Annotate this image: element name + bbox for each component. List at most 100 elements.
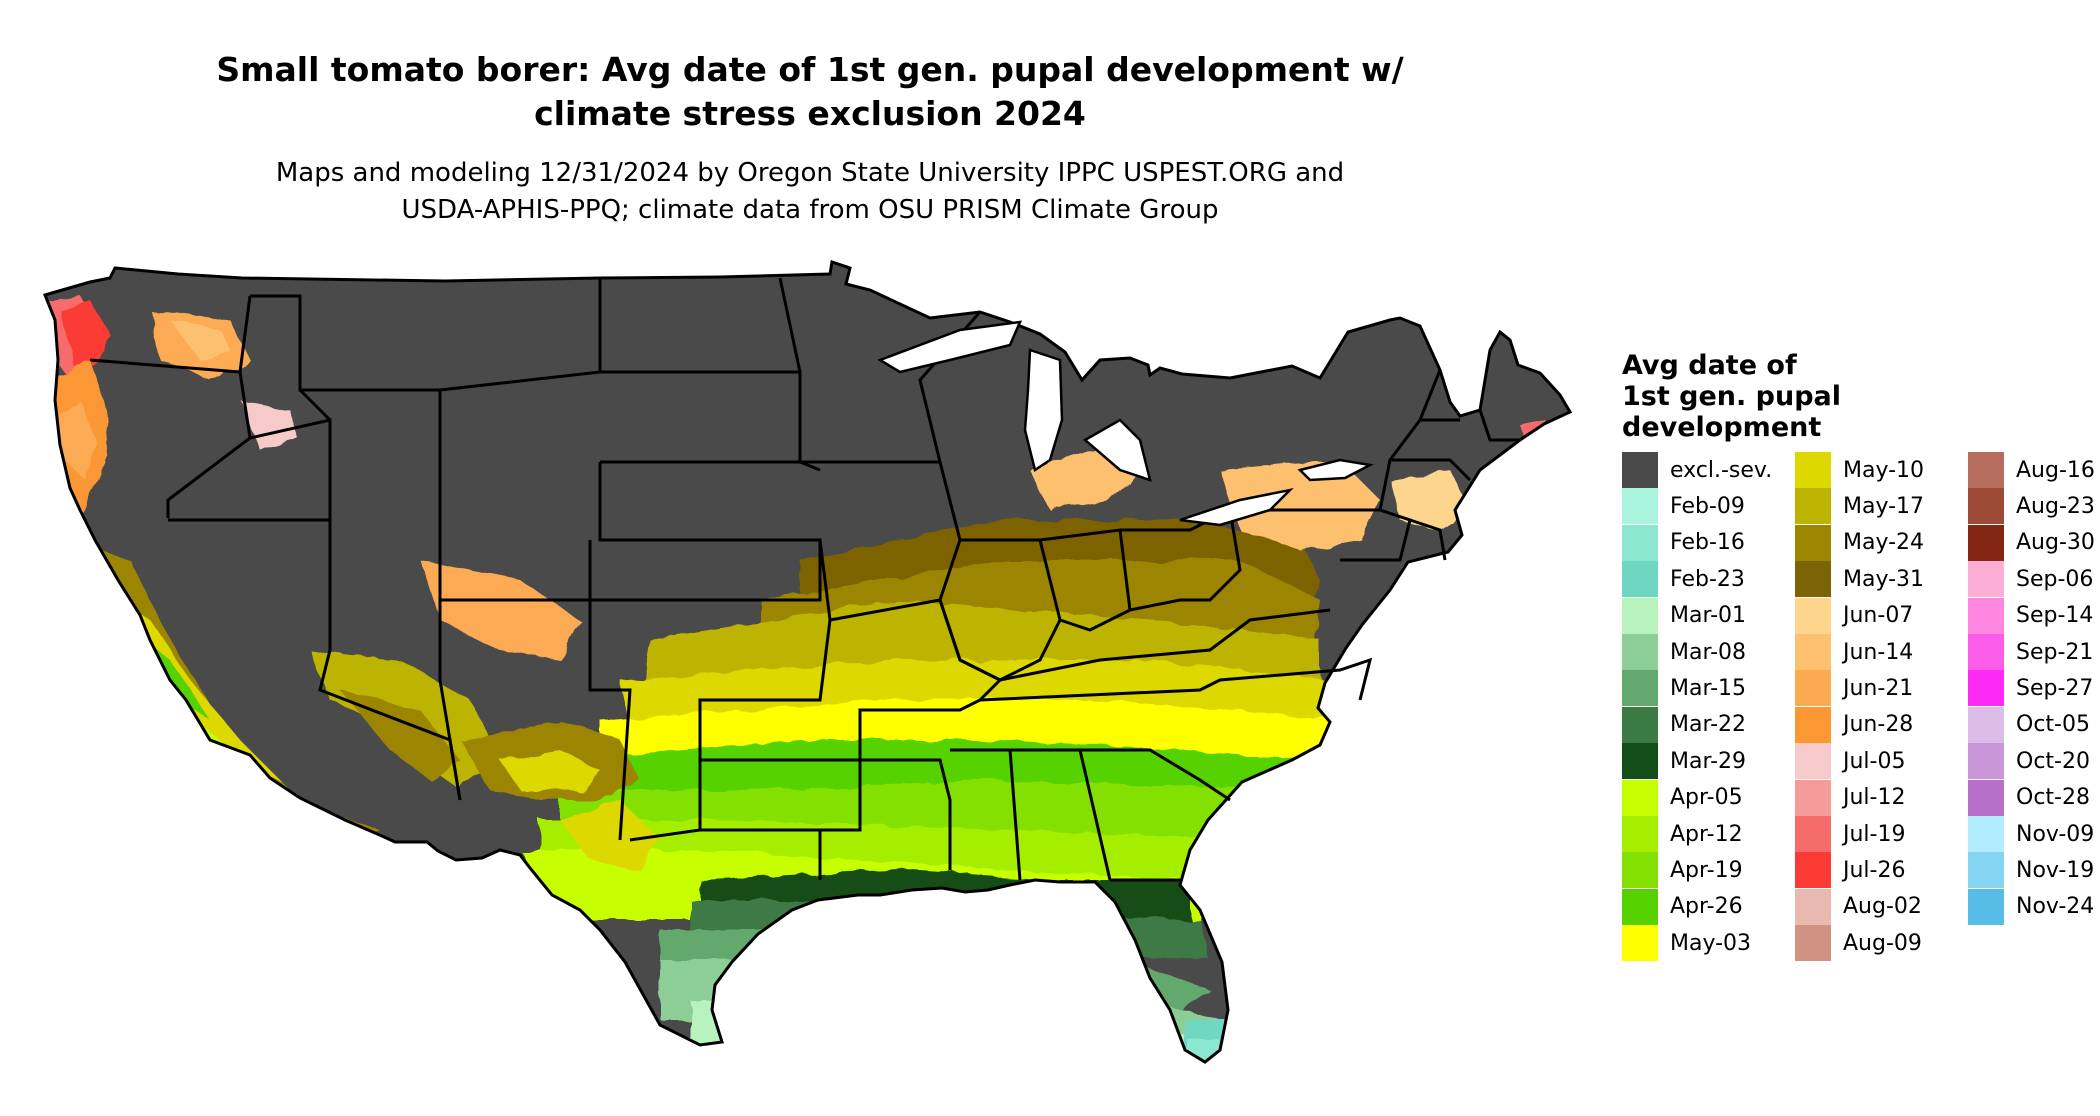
legend-label: May-31 (1843, 566, 1925, 592)
legend-item: Jun-14 (1795, 634, 1913, 670)
legend-label: May-17 (1843, 493, 1925, 519)
legend-title-line-3: development (1622, 412, 1822, 443)
legend-item: Aug-30 (1968, 524, 2095, 561)
legend-label: Apr-19 (1670, 857, 1743, 883)
legend-swatch (1968, 743, 2004, 780)
legend-swatch (1795, 779, 1831, 816)
legend-item: Sep-14 (1968, 597, 2093, 634)
legend-item: May-03 (1622, 925, 1752, 962)
legend-swatch (1622, 561, 1658, 598)
legend-item: Jun-21 (1795, 670, 1914, 707)
legend-swatch (1622, 925, 1658, 962)
legend-swatch (1795, 452, 1831, 488)
legend-item: Sep-06 (1968, 561, 2094, 598)
legend-swatch (1622, 488, 1658, 525)
legend-item: Nov-19 (1968, 852, 2094, 889)
legend-title-line-1: Avg date of (1622, 350, 1797, 381)
legend-label: Oct-28 (2016, 785, 2090, 811)
legend-label: Apr-05 (1670, 785, 1743, 811)
legend-swatch (1968, 488, 2004, 525)
legend-label: Sep-27 (2016, 675, 2094, 701)
legend-swatch (1795, 743, 1831, 780)
legend-item: Mar-08 (1622, 634, 1746, 670)
legend-label: Aug-16 (2016, 457, 2095, 483)
legend-label: Mar-08 (1670, 639, 1747, 665)
legend-swatch (1622, 670, 1658, 707)
legend-swatch (1968, 634, 2004, 670)
legend-label: Mar-29 (1670, 748, 1747, 774)
legend-swatch (1622, 597, 1658, 634)
legend-item: Feb-16 (1622, 524, 1745, 561)
legend-label: May-03 (1670, 930, 1752, 956)
legend-item: Mar-22 (1622, 706, 1747, 743)
legend-item: Jul-19 (1795, 816, 1905, 852)
legend-swatch (1795, 488, 1831, 525)
legend-label: Oct-05 (2016, 712, 2090, 738)
legend-label: Sep-06 (2016, 566, 2094, 592)
legend-label: Mar-01 (1670, 603, 1747, 629)
legend-title-line-2: 1st gen. pupal (1622, 381, 1842, 412)
legend-item: May-31 (1795, 561, 1925, 598)
legend-swatch (1968, 561, 2004, 598)
legend-item: May-24 (1795, 524, 1924, 561)
legend-swatch (1622, 779, 1658, 816)
legend-label: Jun-07 (1843, 603, 1914, 629)
legend-label: Feb-16 (1670, 530, 1745, 556)
map-subtitle: Maps and modeling 12/31/2024 by Oregon S… (0, 155, 1620, 229)
legend-swatch (1622, 852, 1658, 889)
legend-label: Feb-09 (1670, 493, 1745, 519)
legend-label: Aug-23 (2016, 493, 2095, 519)
legend-swatch (1622, 706, 1658, 743)
legend-swatch (1795, 561, 1831, 598)
legend-label: Jul-19 (1843, 821, 1906, 847)
legend-item: Jul-26 (1795, 852, 1906, 889)
great-lakes (877, 320, 1374, 527)
legend-swatch (1622, 452, 1658, 488)
legend-swatch (1622, 524, 1658, 561)
legend-label: Jul-26 (1843, 857, 1906, 883)
legend-item: Aug-23 (1968, 488, 2095, 525)
legend-label: Aug-09 (1843, 930, 1922, 956)
map-title-line-1: Small tomato borer: Avg date of 1st gen.… (216, 50, 1404, 89)
legend-item: Oct-20 (1968, 743, 2090, 780)
legend-label: Oct-20 (2016, 748, 2090, 774)
legend-label: Mar-15 (1670, 675, 1747, 701)
legend-swatch (1622, 888, 1658, 925)
legend-item: Apr-12 (1622, 816, 1743, 852)
legend-swatch (1622, 816, 1658, 852)
legend-item: Oct-28 (1968, 779, 2090, 816)
legend-item: Mar-15 (1622, 670, 1747, 707)
legend-label: Apr-26 (1670, 894, 1743, 920)
legend-label: Aug-02 (1843, 894, 1922, 920)
legend-swatch (1968, 706, 2004, 743)
legend-label: Jun-28 (1843, 712, 1914, 738)
legend-item: Jun-28 (1795, 706, 1914, 743)
legend-item: Apr-26 (1622, 888, 1743, 925)
legend-item: Mar-01 (1622, 597, 1747, 634)
legend-item: Feb-09 (1622, 488, 1745, 525)
legend-swatch (1622, 634, 1658, 670)
legend-swatch (1968, 452, 2004, 488)
legend-label: Jun-21 (1843, 675, 1914, 701)
legend-item: Jul-12 (1795, 779, 1905, 816)
legend-item: Aug-09 (1795, 925, 1922, 962)
legend-item: Nov-24 (1968, 888, 2094, 925)
map-subtitle-line-2: USDA-APHIS-PPQ; climate data from OSU PR… (401, 195, 1219, 225)
state-borders (43, 260, 1572, 1064)
legend-label: Mar-22 (1670, 712, 1747, 738)
map-title: Small tomato borer: Avg date of 1st gen.… (0, 48, 1620, 136)
legend-item: Apr-19 (1622, 852, 1743, 889)
legend-swatch (1795, 816, 1831, 852)
legend-swatch (1968, 597, 2004, 634)
legend-swatch (1795, 634, 1831, 670)
legend-item: Nov-09 (1968, 816, 2094, 852)
legend-item: Sep-27 (1968, 670, 2094, 707)
legend-item: Oct-05 (1968, 706, 2090, 743)
legend-swatch (1795, 852, 1831, 889)
legend-label: Jun-14 (1843, 639, 1914, 665)
legend-title: Avg date of 1st gen. pupal development (1622, 350, 1841, 443)
legend-swatch (1968, 852, 2004, 889)
legend-swatch (1795, 524, 1831, 561)
legend-label: Nov-09 (2016, 821, 2095, 847)
legend-swatch (1968, 888, 2004, 925)
